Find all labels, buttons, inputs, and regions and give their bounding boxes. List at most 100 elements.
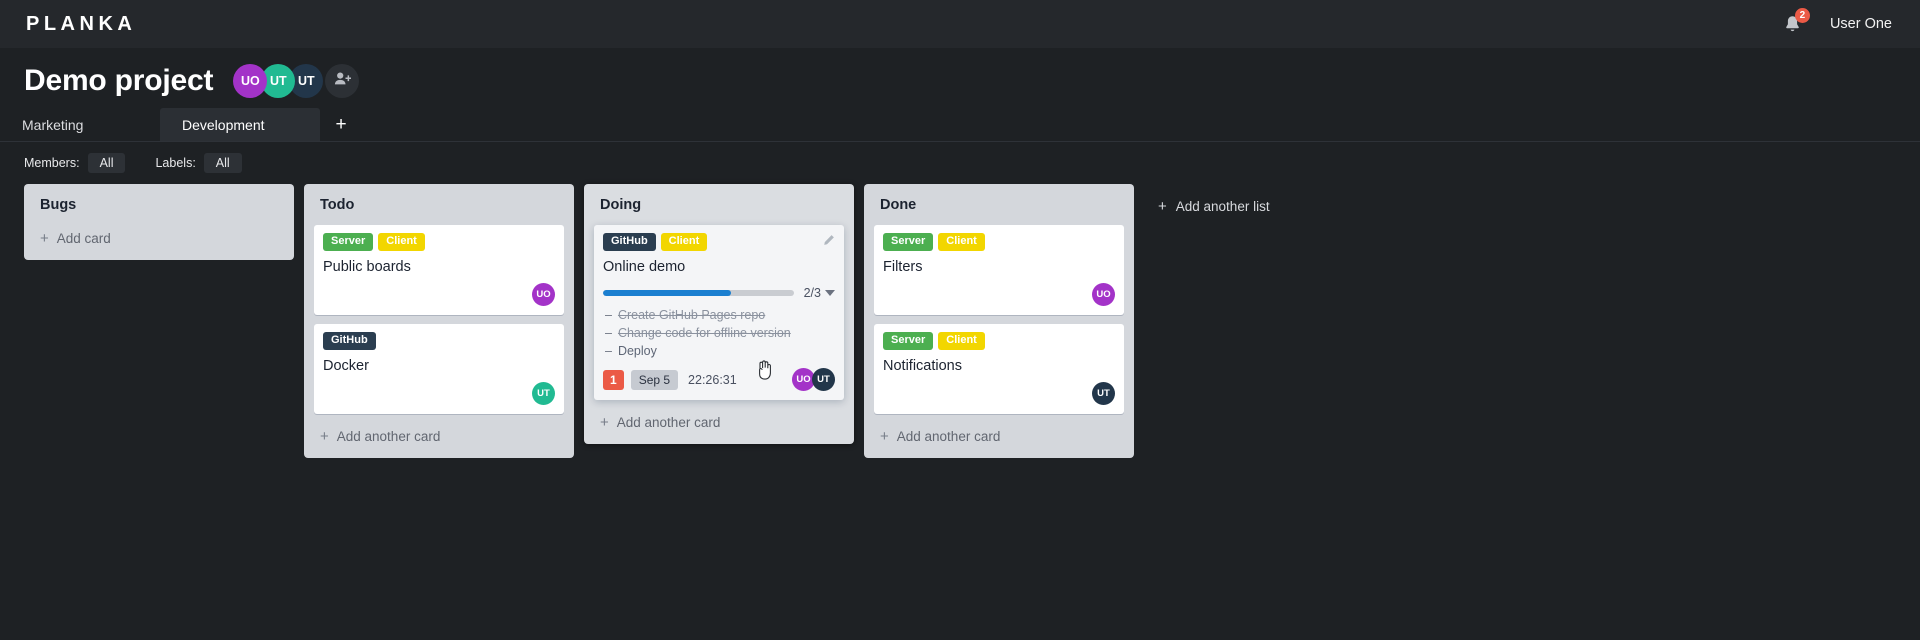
list-bugs: Bugs + Add card [24, 184, 294, 260]
label-chip[interactable]: Server [883, 332, 934, 350]
card-members: UO [883, 283, 1115, 306]
progress-count-wrap[interactable]: 2/3 [804, 286, 835, 300]
add-card-button[interactable]: + Add another card [314, 423, 564, 448]
card-labels: Server Client [883, 233, 1115, 251]
page-title[interactable]: Demo project [24, 64, 214, 97]
plus-icon: + [40, 230, 49, 247]
card-title: Public boards [323, 259, 411, 275]
avatar[interactable]: UO [1092, 283, 1115, 306]
project-members: UO UT UT [233, 64, 324, 98]
task-label: Create GitHub Pages repo [617, 308, 766, 322]
card[interactable]: Server Client Filters UO [874, 225, 1124, 315]
checklist-task[interactable]: – Create GitHub Pages repo [603, 306, 835, 324]
add-list-button[interactable]: + Add another list [1144, 190, 1284, 223]
checklist-progress: 2/3 [603, 286, 835, 300]
app-logo[interactable]: PLANKA [26, 12, 137, 35]
checklist-task[interactable]: – Change code for offline version [603, 324, 835, 342]
list-title[interactable]: Bugs [40, 197, 77, 213]
progress-track [603, 290, 794, 296]
list-title[interactable]: Todo [320, 197, 355, 213]
add-card-label: Add another card [336, 429, 441, 444]
chevron-down-icon[interactable] [825, 290, 835, 296]
add-card-button[interactable]: + Add card [34, 225, 284, 250]
top-bar: PLANKA 2 User One [0, 0, 1920, 48]
notifications-badge: 2 [1794, 8, 1810, 23]
task-dash-icon: – [605, 308, 612, 322]
label-chip[interactable]: Server [323, 233, 374, 251]
card[interactable]: Server Client Public boards UO [314, 225, 564, 315]
label-chip[interactable]: Server [883, 233, 934, 251]
label-chip[interactable]: GitHub [323, 332, 376, 350]
card[interactable]: GitHub Docker UT [314, 324, 564, 414]
card-labels: GitHub Client [603, 233, 835, 251]
avatar[interactable]: UO [792, 368, 815, 391]
checklist-task[interactable]: – Deploy [603, 342, 835, 360]
timer-text[interactable]: 22:26:31 [688, 372, 737, 387]
avatar[interactable]: UT [532, 382, 555, 405]
list-done: Done Server Client Filters UO Server Client Not… [864, 184, 1134, 458]
list-doing: Doing GitHub Client Online demo 2/3– Create G… [584, 184, 854, 444]
labels-filter-value[interactable]: All [203, 153, 242, 173]
add-card-label: Add card [56, 231, 111, 246]
user-menu[interactable]: User One [1829, 16, 1892, 32]
card-members: UO [323, 283, 555, 306]
card[interactable]: Server Client Notifications UT [874, 324, 1124, 414]
filters-bar: Members: All Labels: All [0, 142, 1920, 184]
card-members: UT [883, 382, 1115, 405]
add-card-button[interactable]: + Add another card [594, 409, 844, 434]
list-todo: Todo Server Client Public boards UO GitHub Doc… [304, 184, 574, 458]
card-count-badge[interactable]: 1 [603, 369, 624, 390]
card-title: Notifications [883, 358, 962, 374]
plus-icon: + [320, 428, 329, 445]
label-chip[interactable]: Client [938, 332, 985, 350]
tab-development[interactable]: Development [160, 108, 320, 141]
task-dash-icon: – [605, 344, 612, 358]
avatar[interactable]: UO [233, 64, 268, 98]
board-lists: Bugs + Add card Todo Server Client Public boar… [0, 184, 1920, 604]
add-user-icon [334, 71, 352, 91]
plus-icon: + [880, 428, 889, 445]
label-chip[interactable]: Client [378, 233, 425, 251]
add-list-label: Add another list [1175, 199, 1270, 214]
card[interactable]: GitHub Client Online demo 2/3– Create GitHub… [594, 225, 844, 400]
task-label: Change code for offline version [617, 326, 791, 340]
members-filter-value[interactable]: All [87, 153, 126, 173]
label-chip[interactable]: GitHub [603, 233, 656, 251]
top-bar-right: 2 User One [1782, 8, 1892, 36]
board-tabs: Marketing Development + [0, 108, 1920, 142]
add-card-button[interactable]: + Add another card [874, 423, 1124, 448]
add-board-button[interactable]: + [335, 113, 347, 135]
labels-filter-label: Labels: [155, 156, 196, 170]
card-title: Online demo [603, 259, 686, 275]
label-chip[interactable]: Client [660, 233, 708, 251]
avatar[interactable]: UT [1092, 382, 1115, 405]
card-labels: Server Client [883, 332, 1115, 350]
task-dash-icon: – [605, 326, 612, 340]
card-labels: Server Client [323, 233, 555, 251]
pencil-icon[interactable] [822, 234, 835, 252]
tab-marketing[interactable]: Marketing [22, 116, 84, 133]
avatar[interactable]: UT [812, 368, 835, 391]
list-title[interactable]: Doing [600, 197, 642, 213]
add-card-label: Add another card [896, 429, 1001, 444]
list-title[interactable]: Done [880, 197, 917, 213]
due-date-badge[interactable]: Sep 5 [630, 369, 679, 390]
card-title: Filters [883, 259, 923, 275]
plus-icon: + [1158, 198, 1167, 215]
avatar[interactable]: UO [532, 283, 555, 306]
card-labels: GitHub [323, 332, 555, 350]
label-chip[interactable]: Client [938, 233, 985, 251]
plus-icon: + [600, 414, 609, 431]
card-footer: 1 Sep 5 22:26:31 UO UT [603, 368, 835, 391]
progress-fill [603, 290, 731, 296]
task-label: Deploy [617, 344, 657, 358]
card-members: UO UT [792, 368, 835, 391]
add-member-button[interactable] [325, 64, 360, 98]
card-title: Docker [323, 358, 369, 374]
card-members: UT [323, 382, 555, 405]
notifications-button[interactable]: 2 [1782, 8, 1810, 36]
add-card-label: Add another card [616, 415, 721, 430]
members-filter-label: Members: [24, 156, 80, 170]
project-header: Demo project UO UT UT [0, 48, 1920, 102]
progress-count: 2/3 [803, 286, 821, 300]
